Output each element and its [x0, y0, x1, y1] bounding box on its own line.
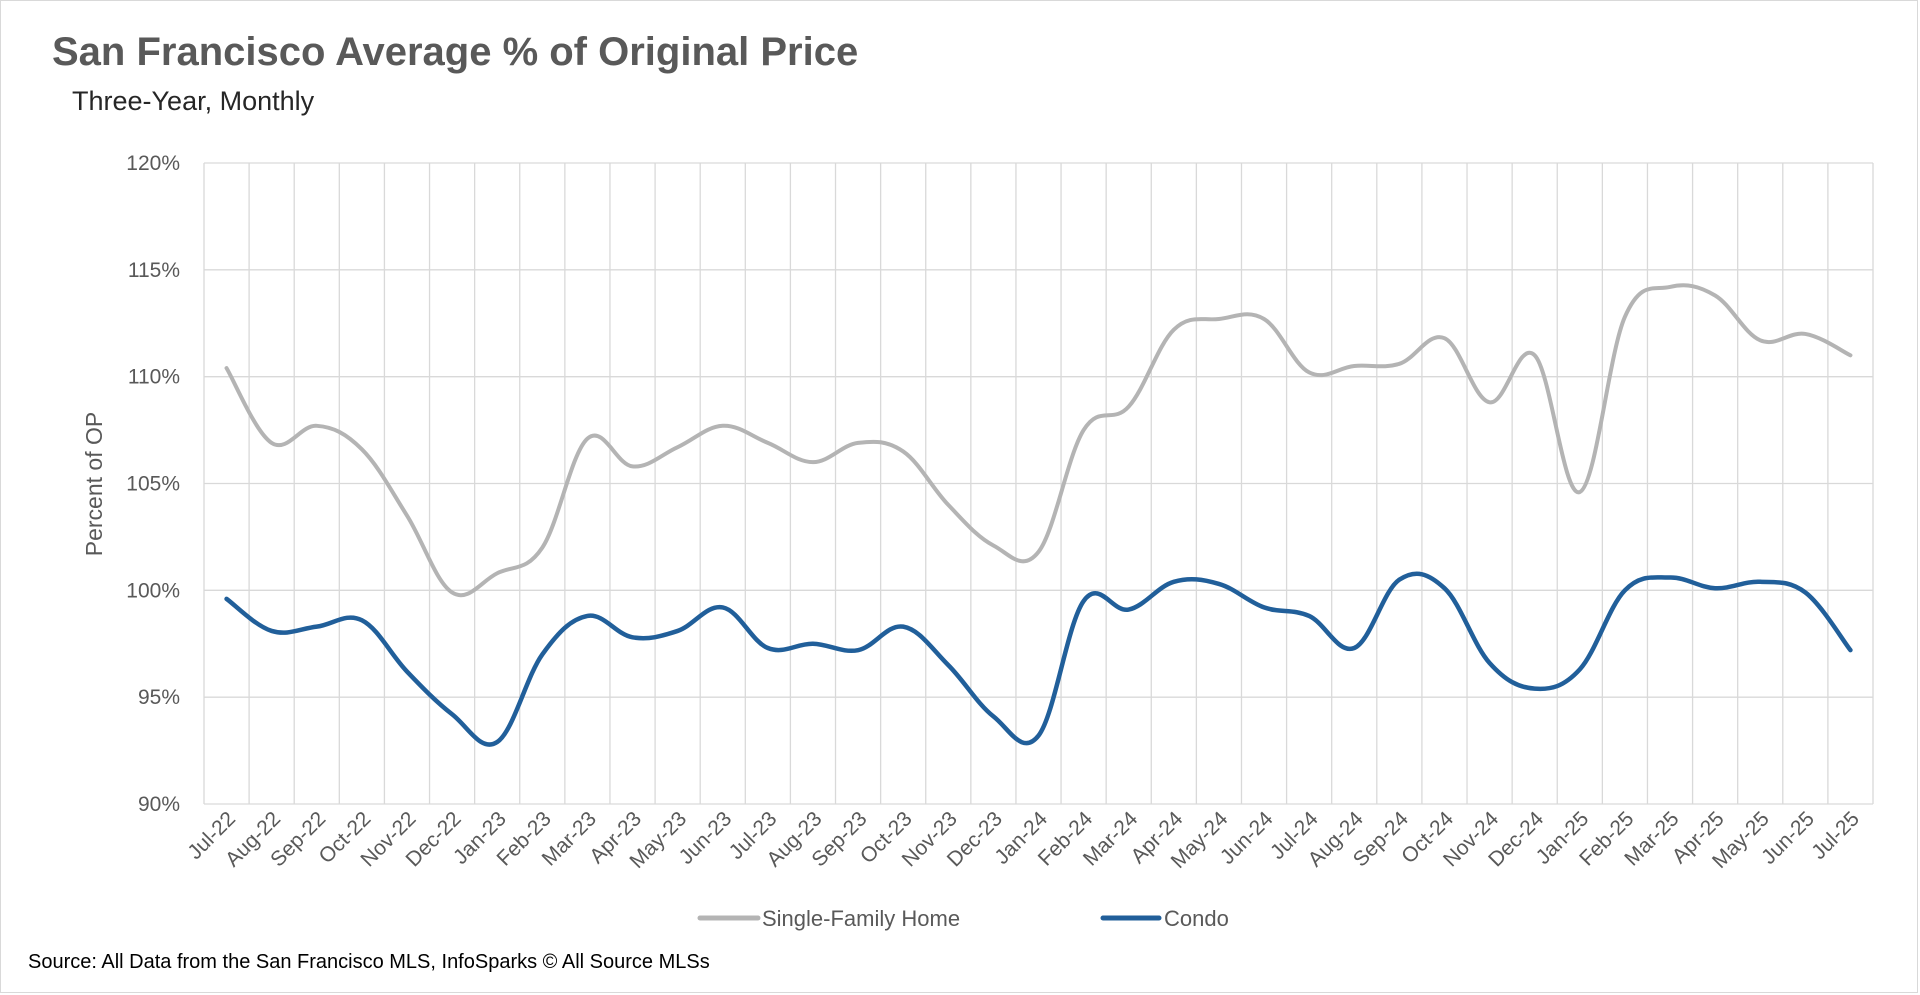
chart-subtitle: Three-Year, Monthly	[72, 86, 315, 116]
series-lines	[224, 283, 1853, 747]
y-tick-label: 115%	[128, 259, 180, 282]
y-tick-label: 90%	[138, 793, 180, 816]
y-tick-label: 110%	[128, 366, 180, 389]
gridlines	[203, 162, 1874, 805]
y-tick-label: 120%	[126, 152, 180, 175]
y-tick-label: 105%	[126, 473, 180, 496]
chart-title: San Francisco Average % of Original Pric…	[52, 30, 859, 74]
y-axis-label: Percent of OP	[81, 412, 107, 556]
x-axis-ticks: Jul-22Aug-22Sep-22Oct-22Nov-22Dec-22Jan-…	[183, 807, 1864, 873]
source-note: Source: All Data from the San Francisco …	[28, 951, 710, 973]
legend: Single-Family Home Condo	[697, 906, 1229, 931]
series-line-single-family-home	[224, 283, 1853, 597]
y-tick-label: 95%	[138, 686, 180, 709]
x-tick-label: Jul-25	[1807, 807, 1864, 864]
legend-label-single-family-home: Single-Family Home	[762, 906, 960, 931]
legend-label-condo: Condo	[1164, 906, 1229, 931]
series-line-condo	[224, 571, 1853, 747]
y-axis-ticks: 90% 95% 100% 105% 110% 115% 120%	[126, 152, 180, 816]
y-tick-label: 100%	[126, 579, 180, 602]
